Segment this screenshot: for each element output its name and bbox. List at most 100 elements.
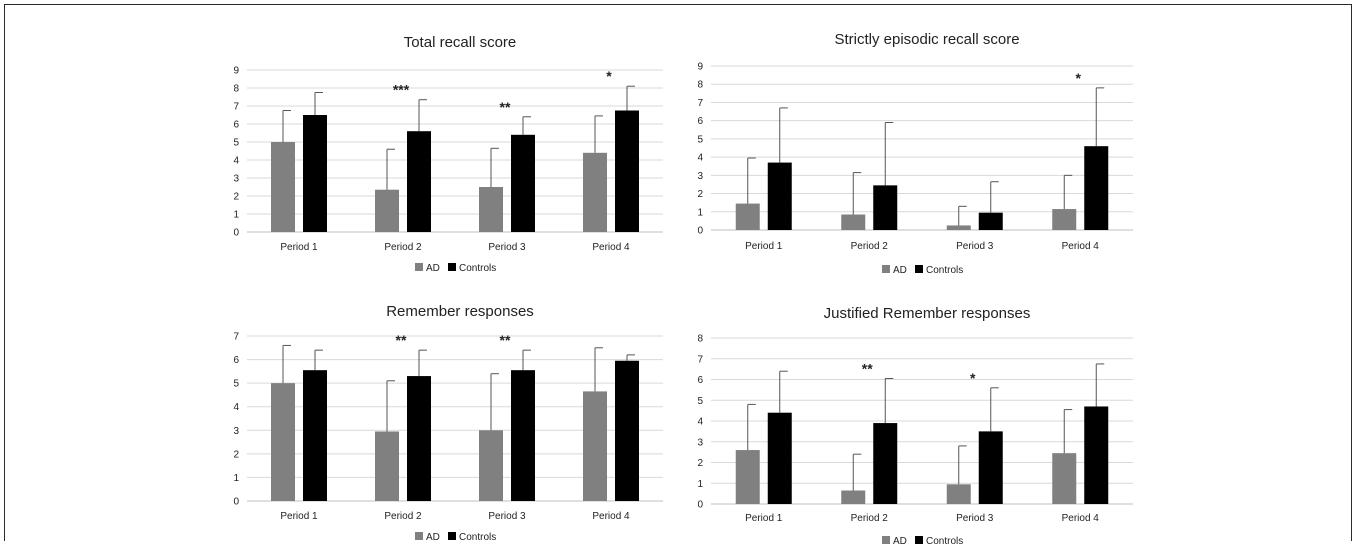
legend: AD Controls [415,532,496,543]
total-recall-chart: Total recall score 0 1 2 3 4 5 6 7 8 9 Period 1 *** P… [201,25,681,285]
y-tick-label: 5 [233,379,239,390]
y-tick-label: 6 [697,116,703,127]
y-tick-label: 1 [233,210,239,221]
y-tick-label: 4 [697,153,703,164]
bar-ad [735,203,760,230]
legend-swatch-ad [882,265,890,273]
y-tick-label: 9 [697,62,703,73]
x-tick-label: Period 1 [745,513,783,524]
y-tick-label: 6 [697,375,703,386]
y-tick-label: 9 [233,66,239,77]
significance-marker: *** [393,82,410,98]
bar-ad [1052,209,1077,230]
bar-controls [978,212,1003,230]
y-tick-label: 6 [233,355,239,366]
y-tick-label: 8 [697,334,703,345]
x-tick-label: Period 2 [384,242,422,253]
bar-controls [978,431,1003,504]
significance-marker: ** [862,360,873,376]
y-tick-label: 3 [233,174,239,185]
y-tick-label: 0 [233,497,239,508]
bar-controls [303,115,327,232]
legend-label-controls: Controls [926,536,963,546]
bar-controls [873,185,898,230]
legend-label-controls: Controls [926,265,963,276]
legend-swatch-controls [915,536,923,544]
legend: AD Controls [882,265,963,276]
bar-ad [841,490,866,504]
chart-title: Remember responses [386,303,534,320]
x-tick-label: Period 3 [956,241,994,252]
x-tick-label: Period 4 [1062,513,1100,524]
y-tick-label: 8 [233,84,239,95]
legend-label-controls: Controls [459,263,496,274]
y-tick-label: 7 [697,98,703,109]
figure-frame: Total recall score 0 1 2 3 4 5 6 7 8 9 Period 1 *** P… [4,4,1352,546]
y-tick-label: 4 [233,402,239,413]
x-tick-label: Period 1 [280,511,318,522]
chart-title: Strictly episodic recall score [834,31,1019,48]
bar-ad [583,391,607,501]
bar-controls [407,376,431,501]
bar-ad [479,430,503,501]
x-tick-label: Period 4 [592,511,630,522]
y-tick-label: 0 [697,500,703,511]
bar-controls [873,423,898,504]
y-tick-label: 2 [697,189,703,200]
legend-label-ad: AD [426,532,440,543]
legend-swatch-controls [915,265,923,273]
y-tick-label: 0 [233,228,239,239]
bar-ad [375,189,399,232]
bar-ad [946,225,971,230]
bar-ad [735,450,760,504]
legend-swatch-ad [415,263,423,271]
remember-responses-chart: Remember responses 0 1 2 3 4 5 6 7 Period 1 ** Peri… [201,295,681,543]
chart-svg: Remember responses 0 1 2 3 4 5 6 7 Period 1 ** Peri… [233,303,663,543]
legend-label-controls: Controls [459,532,496,543]
significance-marker: ** [500,332,511,348]
bar-ad [375,431,399,501]
y-tick-label: 5 [697,134,703,145]
bar-controls [615,360,639,501]
bar-controls [511,370,535,501]
x-tick-label: Period 4 [592,242,630,253]
y-tick-label: 1 [233,473,239,484]
bar-controls [407,131,431,232]
y-tick-label: 2 [233,449,239,460]
y-tick-label: 1 [697,207,703,218]
bar-ad [583,152,607,232]
legend: AD Controls [882,536,963,546]
significance-marker: * [970,370,976,386]
significance-marker: ** [500,99,511,115]
legend-label-ad: AD [893,265,907,276]
legend: AD Controls [415,263,496,274]
x-tick-label: Period 2 [851,241,889,252]
y-tick-label: 3 [233,426,239,437]
justified-remember-chart: Justified Remember responses 0 1 2 3 4 5 6 7 8 Per… [671,297,1151,546]
bar-controls [767,412,792,504]
y-tick-label: 4 [697,417,703,428]
strictly-episodic-chart: Strictly episodic recall score 0 1 2 3 4 5 6 7 8 9… [671,23,1151,285]
y-tick-label: 8 [697,80,703,91]
y-tick-label: 4 [233,156,239,167]
bar-ad [841,214,866,230]
x-tick-label: Period 2 [384,511,422,522]
chart-title: Justified Remember responses [824,305,1031,322]
significance-marker: ** [396,332,407,348]
legend-label-ad: AD [893,536,907,546]
y-tick-label: 2 [233,192,239,203]
legend-swatch-ad [882,536,890,544]
bar-ad [271,383,295,501]
chart-svg: Justified Remember responses 0 1 2 3 4 5 6 7 8 Per… [697,305,1133,546]
chart-svg: Strictly episodic recall score 0 1 2 3 4 5 6 7 8 9… [697,31,1133,276]
x-tick-label: Period 3 [488,511,526,522]
legend-label-ad: AD [426,263,440,274]
y-tick-label: 7 [697,354,703,365]
bar-ad [479,187,503,232]
x-tick-label: Period 1 [745,241,783,252]
y-tick-label: 5 [697,396,703,407]
bar-ad [1052,453,1077,504]
legend-swatch-controls [448,532,456,540]
x-tick-label: Period 3 [488,242,526,253]
